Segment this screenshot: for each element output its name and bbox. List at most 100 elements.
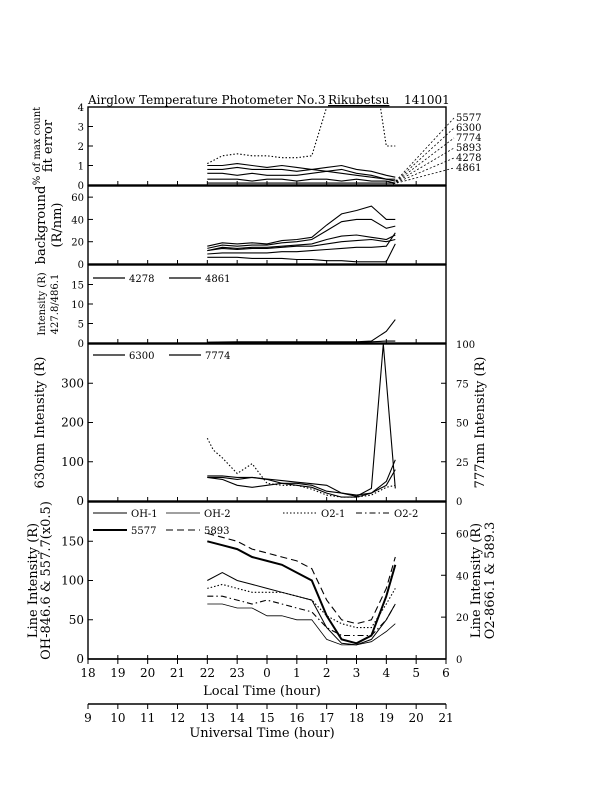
y-axis-title: Line Intensity (R) [26,523,41,638]
series-6300-dotted [206,437,396,498]
series-bg-4 [207,238,396,252]
series-bg-1 [207,205,396,247]
y-right-tick-label: 50 [456,419,469,430]
right-label-leader [392,167,455,185]
site-name: Rikubetsu [328,93,390,107]
universal-time-axis: Universal Time (hour) 9 10 11 12 13 14 15 16 17 1… [84,703,454,741]
right-label-6300: 6300 [456,123,481,134]
legend-label-5577: 5577 [131,526,156,537]
y-right-tick-label: 20 [456,613,469,624]
y-right-tick-label: 0 [456,655,462,666]
y-tick-label: 15 [71,281,84,292]
panel-frame [87,106,447,186]
y-axis-title: 630nm Intensity (R) [33,357,48,489]
y-right-axis-title: Line Intensity (R) [469,523,484,638]
ut-tick-label: 17 [319,711,334,725]
ut-tick-label: 20 [409,711,424,725]
lt-tick-label: 20 [140,666,155,680]
y-tick-label: 0 [78,181,84,192]
y-axis-title: 427.8/486.1 [50,274,61,335]
right-label-5577: 5577 [456,113,481,124]
right-label-leader [392,147,455,185]
right-label-leader [392,117,455,185]
right-label-leader [392,137,455,185]
y-tick-label: 100 [61,455,84,469]
series-bg-6 [207,243,396,263]
ut-tick-label: 10 [110,711,125,725]
y-right-tick-label: 25 [456,458,469,469]
universal-time-title: Universal Time (hour) [189,726,334,741]
series-group [206,344,396,498]
series-OH-2 [207,603,396,646]
series-4861 [207,319,396,343]
figure-title: Airglow Temperature Photometer No.3 [87,93,326,107]
ut-tick-label: 13 [200,711,215,725]
ut-tick-label: 9 [84,711,92,725]
y-right-axis-title: O2-866.1 & 589.3 [483,522,498,640]
lt-tick-label: 6 [442,666,450,680]
ut-tick-label: 14 [230,711,246,725]
y-tick-label: 2 [78,142,84,153]
lt-tick-label: 3 [353,666,361,680]
series-5577 [207,540,397,645]
right-label-7774: 7774 [456,133,481,144]
ut-tick-label: 21 [438,711,453,725]
series-6300 [207,163,396,182]
lt-tick-label: 0 [263,666,271,680]
series-7774 [207,344,396,497]
y-right-tick-label: 0 [456,497,462,508]
lt-tick-label: 22 [200,666,215,680]
series-O2-1 [207,583,396,629]
y-tick-label: 300 [61,376,84,390]
series-group [207,205,396,263]
y-tick-label: 10 [71,300,84,311]
legend-label-O2-1: O2-1 [321,509,345,520]
series-bg-5 [207,232,396,255]
ut-tick-label: 19 [379,711,394,725]
series-O2-2 [207,595,396,637]
series-7774 [207,164,396,178]
y-right-axis-title: 777nm Intensity (R) [473,357,488,489]
y-tick-label: 5 [78,320,84,331]
ut-tick-label: 12 [170,711,185,725]
y-axis-title: (R/nm) [50,202,65,247]
lt-tick-label: 5 [412,666,420,680]
panel-frame [87,185,447,265]
y-right-tick-label: 40 [456,571,469,582]
y-tick-label: 1 [78,162,84,173]
right-label-4278: 4278 [456,153,481,164]
y-tick-label: 100 [61,574,84,588]
right-label-leader [392,127,455,185]
legend-label-OH-1: OH-1 [131,509,158,520]
panel-intensity-blue: 0 5 10 15 Intensity (R) 427.8/486.1 4278 4861 [37,264,447,350]
y-right-tick-label: 75 [456,379,469,390]
legend-label-4861: 4861 [205,274,230,285]
series-6300-thin [207,469,396,496]
lt-tick-label: 19 [110,666,125,680]
y-right-tick-label: 100 [456,340,475,351]
y-tick-label: 0 [78,339,84,350]
y-axis-title: OH-846.6 & 557.7(x0.5) [39,501,54,660]
figure-header: Airglow Temperature Photometer No.3 Riku… [87,93,450,107]
date-label: 141001 [404,93,450,107]
series-bg-3 [207,234,396,252]
y-tick-label: 0 [78,260,84,271]
y-tick-label: 40 [71,215,84,226]
y-tick-label: 200 [61,416,84,430]
ut-tick-label: 11 [140,711,155,725]
y-tick-label: 0 [76,652,84,666]
lt-tick-label: 21 [170,666,185,680]
lt-tick-label: 1 [293,666,301,680]
ut-tick-label: 18 [349,711,364,725]
y-tick-label: 60 [71,193,84,204]
y-tick-label: 150 [61,534,84,548]
right-label-4861: 4861 [456,163,481,174]
panel-630-777: 0 100 200 300 0 25 50 75 100 630nm Intensity (R) 7… [33,340,488,508]
ut-tick-label: 16 [289,711,304,725]
y-tick-label: 50 [69,613,84,627]
lt-tick-label: 18 [80,666,95,680]
legend-label-4278: 4278 [129,274,154,285]
